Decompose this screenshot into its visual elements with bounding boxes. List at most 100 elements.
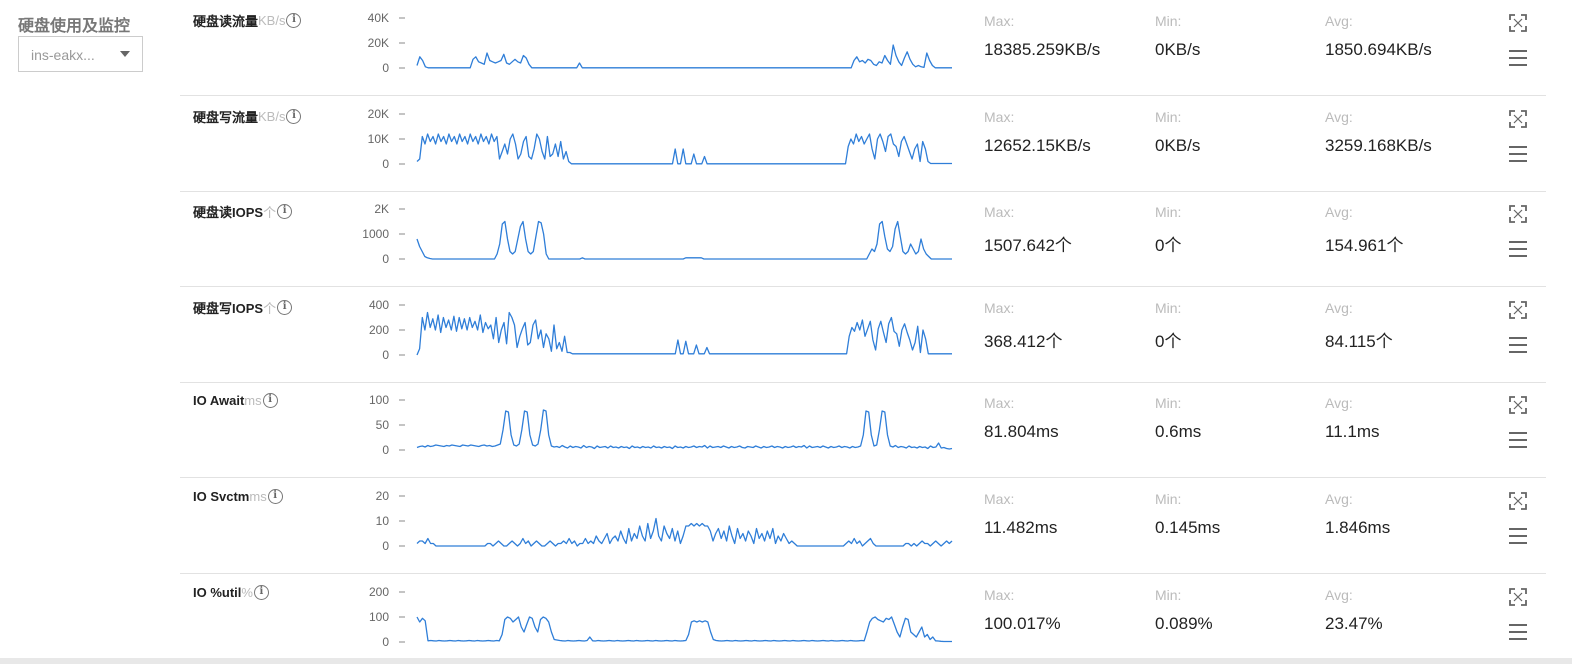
metric-name: IO %util: [193, 584, 242, 600]
stat-max-label: Max:: [984, 299, 1015, 316]
info-icon[interactable]: i: [267, 489, 283, 504]
stat-avg-label: Avg:: [1325, 586, 1353, 603]
metric-name: IO Await: [193, 393, 245, 409]
metric-title: 硬盘写流量 KB/s i: [193, 107, 302, 126]
stat-avg: Avg: 1850.694KB/s: [1325, 13, 1432, 60]
fullscreen-expand-icon[interactable]: [1508, 300, 1528, 320]
hamburger-menu-icon[interactable]: [1508, 526, 1528, 546]
stat-avg-value: 154.961个: [1325, 236, 1404, 256]
stat-max: Max: 368.412个: [984, 300, 1062, 352]
stat-min-value: 0个: [1155, 331, 1182, 351]
stat-min-label: Min:: [1155, 586, 1182, 603]
metric-unit: ms: [249, 489, 267, 504]
stat-avg-value: 1.846ms: [1325, 518, 1391, 537]
stat-max-label: Max:: [984, 13, 1015, 29]
hamburger-menu-icon[interactable]: [1508, 144, 1528, 164]
stat-avg-value: 3259.168KB/s: [1325, 135, 1432, 155]
stat-avg: Avg: 1.846ms: [1325, 491, 1390, 538]
stat-max-value: 1507.642个: [984, 236, 1072, 256]
line-chart: 400 200 0: [369, 298, 952, 362]
stat-min-value: 0.145ms: [1155, 518, 1221, 537]
stat-min: Min: 0.6ms: [1155, 395, 1201, 442]
stat-avg: Avg: 11.1ms: [1325, 395, 1380, 442]
fullscreen-expand-icon[interactable]: [1508, 109, 1528, 129]
metric-unit: 个: [263, 205, 277, 221]
series-line: [416, 311, 952, 356]
y-tick-label: 0: [382, 539, 389, 553]
stat-max-label: Max:: [984, 586, 1015, 603]
stat-avg-label: Avg:: [1325, 299, 1353, 316]
hamburger-menu-icon[interactable]: [1508, 239, 1528, 259]
fullscreen-expand-icon[interactable]: [1508, 587, 1528, 607]
stat-max-label: Max:: [984, 395, 1015, 412]
line-chart: 20 10 0: [376, 489, 953, 553]
series-line: [416, 615, 952, 642]
metric-name: 硬盘读流量: [193, 14, 259, 29]
stat-avg-value: 11.1ms: [1325, 422, 1380, 442]
hamburger-menu-icon[interactable]: [1508, 48, 1528, 68]
stat-min: Min: 0个: [1155, 204, 1181, 256]
info-icon[interactable]: i: [286, 108, 302, 124]
y-tick-label: 0: [382, 157, 389, 171]
stat-min-label: Min:: [1155, 299, 1182, 316]
y-tick-label: 10: [376, 514, 390, 528]
metric-row: 硬盘写流量 KB/s i 20K 10K 0 Max: 12652.15KB/s Min…: [180, 96, 1546, 192]
y-tick-label: 0: [382, 348, 389, 362]
y-tick-label: 200: [369, 323, 389, 337]
stat-min: Min: 0.089%: [1155, 587, 1213, 634]
stat-avg-label: Avg:: [1325, 13, 1353, 29]
metric-unit: KB/s: [258, 108, 286, 124]
y-tick-label: 400: [369, 298, 389, 312]
y-tick-label: 10K: [368, 132, 389, 146]
stat-max: Max: 1507.642个: [984, 204, 1072, 256]
stat-avg: Avg: 3259.168KB/s: [1325, 109, 1432, 156]
metric-row: 硬盘写IOPS 个 i 400 200 0 Max: 368.412个 Min: 0个 …: [180, 287, 1546, 383]
y-tick-label: 0: [382, 443, 389, 457]
info-icon[interactable]: i: [277, 299, 293, 315]
y-tick-label: 0: [382, 61, 389, 75]
metric-chart: 2K 1000 0: [360, 199, 960, 269]
metric-chart: 20 10 0: [360, 486, 960, 556]
y-tick-label: 2K: [374, 202, 389, 216]
hamburger-menu-icon[interactable]: [1508, 430, 1528, 450]
metric-title: IO %util% i: [193, 584, 269, 600]
stat-min-value: 0个: [1155, 236, 1182, 256]
metric-title: 硬盘读流量 KB/s i: [193, 11, 302, 30]
stat-max: Max: 81.804ms: [984, 395, 1059, 442]
series-line: [416, 221, 952, 260]
info-icon[interactable]: i: [262, 393, 278, 409]
horizontal-scrollbar[interactable]: [0, 658, 1572, 664]
stat-avg-label: Avg:: [1325, 204, 1353, 221]
stat-min: Min: 0KB/s: [1155, 109, 1200, 156]
stat-min-label: Min:: [1155, 108, 1182, 125]
info-icon[interactable]: i: [277, 204, 293, 220]
hamburger-menu-icon[interactable]: [1508, 622, 1528, 642]
stat-avg-value: 1850.694KB/s: [1325, 40, 1432, 59]
stat-min-label: Min:: [1155, 491, 1182, 507]
y-tick-label: 100: [369, 393, 389, 407]
stat-avg: Avg: 84.115个: [1325, 300, 1393, 352]
info-icon[interactable]: i: [286, 13, 302, 28]
series-line: [416, 132, 952, 165]
y-tick-label: 100: [369, 610, 389, 624]
stat-min: Min: 0个: [1155, 300, 1181, 352]
fullscreen-expand-icon[interactable]: [1508, 13, 1528, 33]
stat-max-value: 12652.15KB/s: [984, 135, 1091, 155]
metric-unit: ms: [244, 393, 262, 409]
stat-max: Max: 12652.15KB/s: [984, 109, 1091, 156]
series-line: [416, 44, 952, 69]
metric-unit: 个: [263, 300, 277, 316]
info-icon[interactable]: i: [253, 584, 269, 600]
stat-min-label: Min:: [1155, 204, 1182, 221]
line-chart: 200 100 0: [369, 585, 952, 649]
fullscreen-expand-icon[interactable]: [1508, 491, 1528, 511]
instance-select[interactable]: ins-eakx...: [18, 36, 143, 72]
line-chart: 2K 1000 0: [362, 202, 952, 266]
hamburger-menu-icon[interactable]: [1508, 335, 1528, 355]
chevron-down-icon: [120, 51, 130, 57]
stat-avg-label: Avg:: [1325, 108, 1353, 125]
line-chart: 20K 10K 0: [368, 107, 952, 171]
fullscreen-expand-icon[interactable]: [1508, 395, 1528, 415]
stat-min-label: Min:: [1155, 395, 1182, 412]
fullscreen-expand-icon[interactable]: [1508, 204, 1528, 224]
